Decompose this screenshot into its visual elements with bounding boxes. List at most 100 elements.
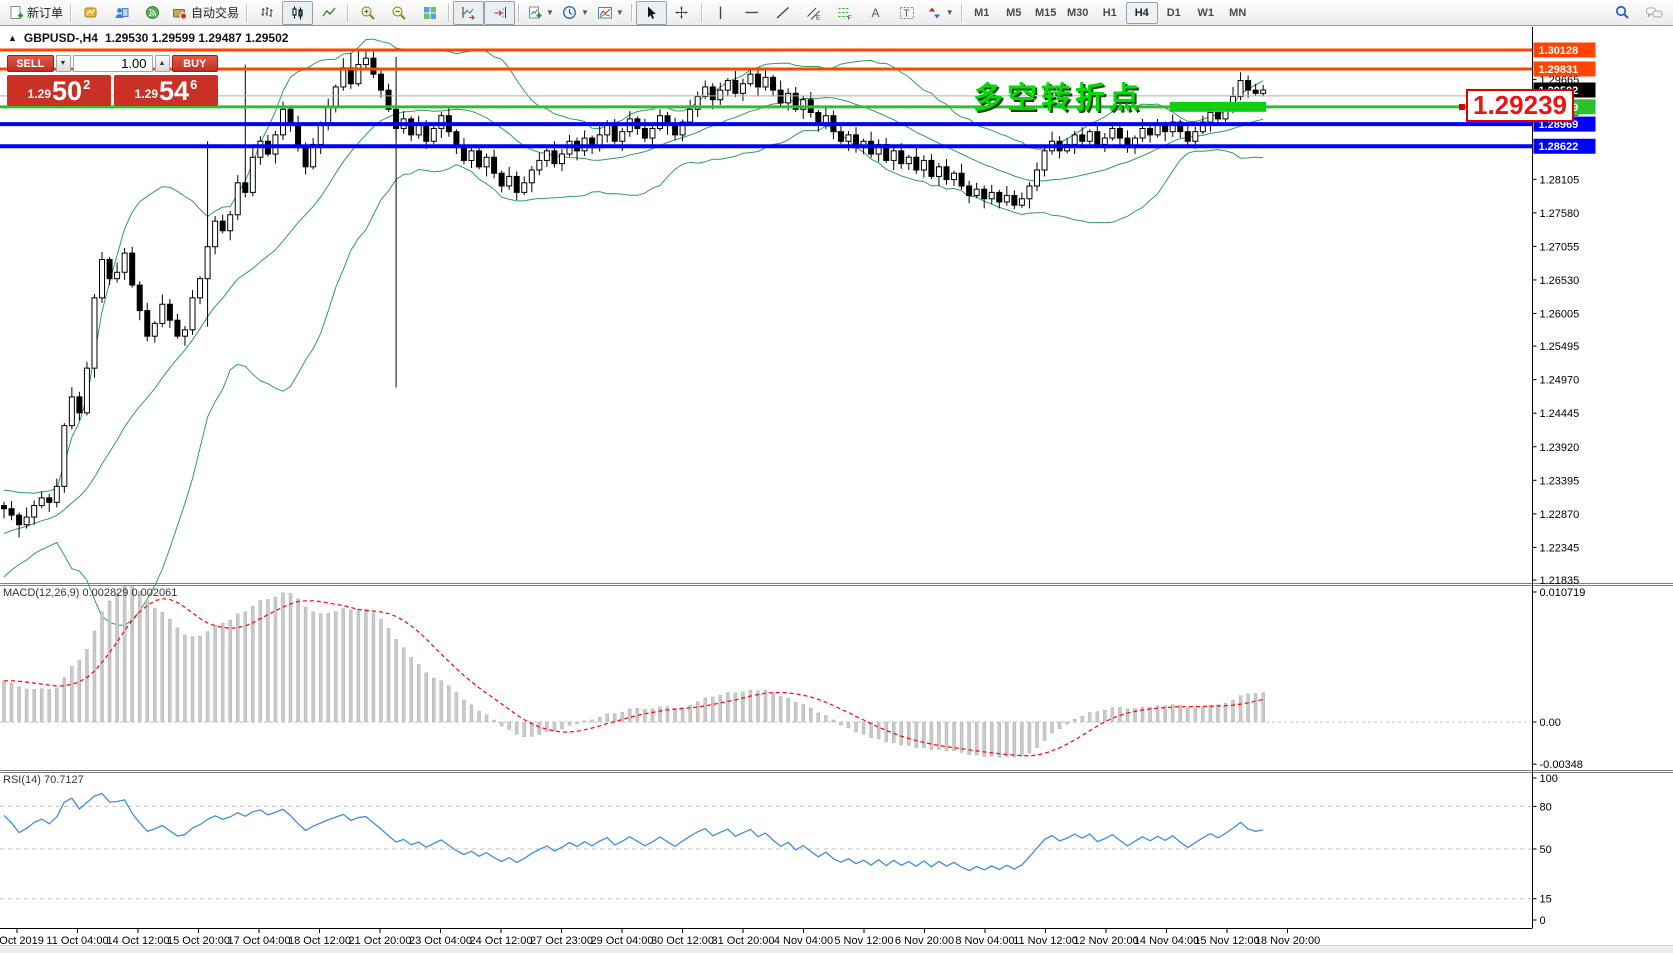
collapse-arrow-icon[interactable]: ▲ <box>8 33 17 43</box>
price-tag-label[interactable]: 1.29239 <box>1466 89 1574 122</box>
svg-text:6 Nov 20:00: 6 Nov 20:00 <box>895 935 954 947</box>
horizontal-line-button[interactable] <box>737 1 768 25</box>
buy-price-display[interactable]: 1.29 54 6 <box>114 75 218 106</box>
sell-button[interactable]: SELL <box>7 55 54 72</box>
buy-price-pip: 6 <box>190 77 198 92</box>
timeframe-m1[interactable]: M1 <box>974 6 990 19</box>
rsi-value: 70.7127 <box>43 774 84 786</box>
timeframe-m30[interactable]: M30 <box>1067 6 1089 19</box>
autotrading-label: 自动交易 <box>191 6 240 20</box>
volume-up-button[interactable]: ▲ <box>154 55 170 72</box>
svg-text:11 Oct 04:00: 11 Oct 04:00 <box>46 935 108 947</box>
tile-windows-button[interactable] <box>414 1 445 25</box>
periods-dropdown[interactable]: ▼ <box>558 1 593 25</box>
horizontal-line-objects <box>0 48 1533 149</box>
timeframe-w1[interactable]: W1 <box>1197 6 1214 19</box>
templates-dropdown[interactable]: ▼ <box>593 1 628 25</box>
macd-histogram <box>2 585 1265 758</box>
price-axis[interactable]: 1.296651.291551.281051.275801.270551.265… <box>1532 75 1586 927</box>
separator <box>347 3 350 22</box>
arrows-dropdown[interactable]: ▼ <box>923 1 958 25</box>
timeframe-h4[interactable]: H4 <box>1125 1 1158 24</box>
text-button[interactable]: A <box>861 1 892 25</box>
templates-icon <box>597 6 612 18</box>
periods-icon <box>562 5 576 19</box>
buy-price-prefix: 1.29 <box>134 87 159 101</box>
svg-text:8 Nov 04:00: 8 Nov 04:00 <box>955 935 1014 947</box>
trendline-icon <box>776 6 790 19</box>
chat-button[interactable] <box>1638 1 1669 25</box>
autotrading-button[interactable]: 自动交易 <box>168 1 243 25</box>
svg-text:30 Oct 12:00: 30 Oct 12:00 <box>651 935 714 947</box>
market-watch-button[interactable] <box>106 1 137 25</box>
svg-text:29 Oct 04:00: 29 Oct 04:00 <box>591 935 654 947</box>
timeframe-d1[interactable]: D1 <box>1166 6 1181 19</box>
zoom-out-button[interactable] <box>383 1 414 25</box>
svg-text:50: 50 <box>1540 844 1552 856</box>
dropdown-arrow-icon: ▼ <box>615 8 624 17</box>
timeframe-mn[interactable]: MN <box>1229 6 1247 19</box>
chart-annotation-text[interactable]: 多空转折点 <box>973 82 1143 115</box>
symbol-period-label: GBPUSD-,H4 <box>23 31 98 45</box>
timeframe-m15[interactable]: M15 <box>1035 6 1057 19</box>
svg-text:1.28969: 1.28969 <box>1539 119 1579 131</box>
vertical-line-button[interactable] <box>706 1 737 25</box>
timeframe-h1[interactable]: H1 <box>1102 6 1117 19</box>
volume-down-button[interactable]: ▼ <box>55 55 71 72</box>
channel-button[interactable]: E <box>799 1 830 25</box>
new-order-label: 新订单 <box>27 6 64 20</box>
text-icon: A <box>872 6 880 20</box>
indicators-icon <box>529 6 542 18</box>
chart-shift-button[interactable] <box>484 0 516 25</box>
zoom-in-button[interactable] <box>352 1 383 25</box>
buy-button[interactable]: BUY <box>171 55 218 72</box>
separator <box>700 3 703 22</box>
chart-shift-icon <box>494 6 506 18</box>
sell-price-display[interactable]: 1.29 50 2 <box>7 75 111 106</box>
search-button[interactable] <box>1607 1 1638 25</box>
svg-text:1.22870: 1.22870 <box>1540 509 1580 521</box>
fibonacci-icon: F <box>838 7 852 21</box>
crosshair-button[interactable] <box>667 1 698 25</box>
panel-separators <box>0 583 1673 773</box>
trendline-button[interactable] <box>768 1 799 25</box>
svg-text:5 Nov 12:00: 5 Nov 12:00 <box>834 935 893 947</box>
svg-text:1.23395: 1.23395 <box>1540 475 1580 487</box>
candlestick-chart-button[interactable] <box>282 0 314 25</box>
cursor-icon <box>648 6 657 19</box>
market-watch-icon <box>115 7 129 18</box>
timeframe-m5[interactable]: M5 <box>1006 6 1022 19</box>
dropdown-arrow-icon: ▼ <box>945 8 954 17</box>
toolbar: 新订单 自动交易 <box>0 0 1673 26</box>
separator <box>448 3 451 22</box>
svg-text:12 Nov 20:00: 12 Nov 20:00 <box>1073 935 1138 947</box>
svg-text:1.28622: 1.28622 <box>1539 141 1579 153</box>
text-label-icon: T <box>900 6 915 19</box>
new-order-button[interactable]: 新订单 <box>4 1 67 25</box>
bar-chart-icon <box>261 6 273 17</box>
dropdown-arrow-icon: ▼ <box>580 8 589 17</box>
svg-text:18 Oct 12:00: 18 Oct 12:00 <box>288 935 351 947</box>
svg-text:4 Nov 04:00: 4 Nov 04:00 <box>774 935 833 947</box>
svg-text:T: T <box>904 8 910 19</box>
chart-canvas[interactable]: 1.296651.291551.281051.275801.270551.265… <box>0 27 1673 953</box>
bar-chart-button[interactable] <box>251 1 282 25</box>
fibonacci-button[interactable]: F <box>830 1 861 25</box>
svg-text:14 Nov 04:00: 14 Nov 04:00 <box>1134 935 1199 947</box>
one-click-trading-panel: SELL ▼ ▲ BUY 1.29 50 2 1.29 54 6 <box>7 55 218 106</box>
svg-text:15 Nov 12:00: 15 Nov 12:00 <box>1194 935 1259 947</box>
auto-scroll-button[interactable] <box>453 0 485 25</box>
line-chart-button[interactable] <box>313 1 344 25</box>
indicators-dropdown[interactable]: ▼ <box>523 1 558 25</box>
profiles-button[interactable] <box>75 1 106 25</box>
svg-text:1.28105: 1.28105 <box>1540 174 1580 186</box>
separator <box>246 3 249 22</box>
separator <box>960 3 963 22</box>
volume-input[interactable] <box>72 55 153 72</box>
text-label-button[interactable]: T <box>892 1 923 25</box>
signals-button[interactable] <box>137 1 168 25</box>
svg-text:F: F <box>848 15 852 21</box>
svg-text:100: 100 <box>1540 773 1558 785</box>
cursor-button[interactable] <box>635 0 667 25</box>
